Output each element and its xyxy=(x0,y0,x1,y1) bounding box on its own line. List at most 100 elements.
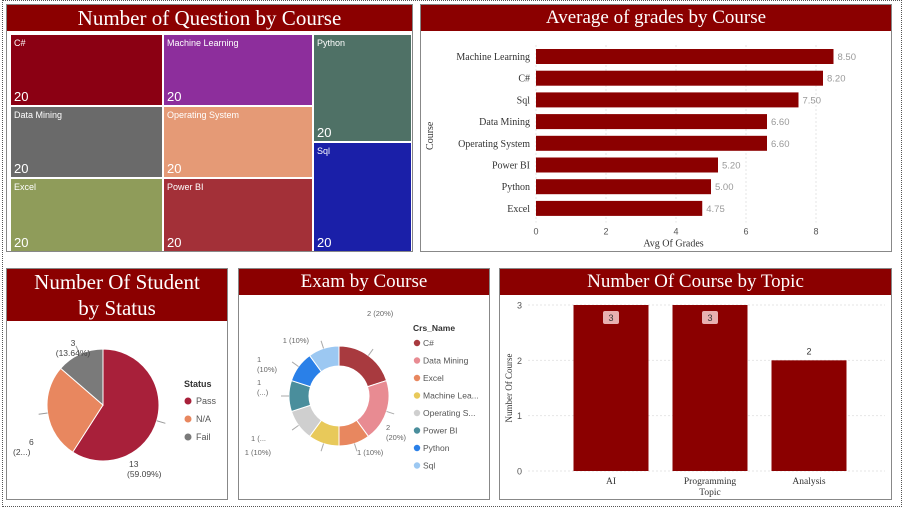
x-tick-label: 2 xyxy=(603,227,608,237)
data-label: 3 xyxy=(707,313,712,323)
y-axis-title: Course xyxy=(425,121,436,150)
treemap-cell-excel[interactable]: Excel 20 xyxy=(10,178,163,251)
legend-dot-python xyxy=(413,444,421,452)
leader-line xyxy=(353,443,358,452)
treemap-cell-value: 20 xyxy=(167,235,182,250)
legend-dot-operating-s xyxy=(413,409,421,417)
category-label: Machine Learning xyxy=(456,52,530,63)
bar-operating-system xyxy=(536,135,767,151)
legend-label-excel: Excel xyxy=(423,373,444,383)
leader-line xyxy=(156,420,166,424)
bar-machine-learning xyxy=(536,49,834,64)
legend-label-fail: Fail xyxy=(196,432,211,442)
leader-line xyxy=(320,340,325,349)
data-label: 5.00 xyxy=(715,182,734,193)
treemap-cell-python[interactable]: Python 20 xyxy=(313,34,412,142)
slice-label: 1 xyxy=(257,378,261,387)
category-label: Excel xyxy=(507,204,530,215)
exam-panel[interactable]: Exam by Course 2 (20%) 2 (20%) 1 (10%) 1 (10… xyxy=(238,268,490,500)
slice-label-pct: (...) xyxy=(257,388,269,397)
leader-line xyxy=(38,412,48,415)
bar-analysis xyxy=(771,360,847,471)
y-tick-label: 3 xyxy=(517,301,522,311)
category-label: Sql xyxy=(517,95,531,106)
legend-dot-excel xyxy=(413,374,421,382)
slice-label-pct: (2...) xyxy=(13,447,31,457)
data-label: 5.20 xyxy=(722,161,741,172)
leader-line xyxy=(386,410,395,415)
slice-label: 3 xyxy=(71,338,76,348)
legend-dot-n-a xyxy=(184,415,192,423)
y-tick-label: 2 xyxy=(517,356,522,366)
treemap-cell-label: C# xyxy=(14,38,26,48)
treemap-cell-value: 20 xyxy=(14,89,29,104)
data-label: 2 xyxy=(806,346,811,356)
y-tick-label: 0 xyxy=(517,467,522,477)
data-label: 8.20 xyxy=(827,74,846,85)
exam-title: Exam by Course xyxy=(239,269,489,295)
treemap-cell-value: 20 xyxy=(167,89,182,104)
treemap-cell-machine-learning[interactable]: Machine Learning 20 xyxy=(163,34,313,106)
slice-label-pct: (59.09%) xyxy=(127,469,162,479)
treemap-cell-label: Machine Learning xyxy=(167,38,239,48)
data-label: 8.50 xyxy=(838,52,857,63)
x-tick-label: 6 xyxy=(743,227,748,237)
status-title-line2: by Status xyxy=(78,296,156,320)
grades-panel[interactable]: Average of grades by Course 0 2 4 6 8 Machine… xyxy=(420,4,892,252)
legend-dot-power-bi xyxy=(413,427,421,434)
slice-label: 1 xyxy=(257,355,261,364)
treemap-cell-label: Python xyxy=(317,38,346,48)
legend-label-power-bi: Power BI xyxy=(423,426,458,436)
treemap-cell-value: 20 xyxy=(14,161,29,176)
category-label: Operating System xyxy=(458,139,530,150)
donut-slice-c xyxy=(338,345,388,388)
treemap-cell-c[interactable]: C# 20 xyxy=(10,34,163,106)
treemap-cell-value: 20 xyxy=(317,235,332,250)
y-tick-label: 1 xyxy=(517,411,522,421)
topic-chart: 0 1 2 3 Number Of Course 3 3 2 AI Programming Topi… xyxy=(504,301,885,498)
grades-title: Average of grades by Course xyxy=(421,5,891,31)
status-title: Number Of Student by Status xyxy=(7,269,227,321)
x-tick-label-analysis: Analysis xyxy=(792,477,826,487)
grades-chart: 0 2 4 6 8 Machine Learning 8.50 C# 8.20 Sql 7.50 Da… xyxy=(425,45,857,250)
treemap-cell-sql[interactable]: Sql 20 xyxy=(313,142,412,251)
legend-label-python: Python xyxy=(423,443,450,453)
treemap-cell-operating-system[interactable]: Operating System 20 xyxy=(163,106,313,178)
legend-dot-fail xyxy=(184,433,192,441)
bar-power-bi xyxy=(536,157,718,173)
treemap-panel[interactable]: Number of Question by Course C# 20 Machine… xyxy=(6,4,413,252)
x-tick-label-ai: AI xyxy=(606,477,616,487)
legend-title: Status xyxy=(184,379,212,389)
treemap-title: Number of Question by Course xyxy=(7,5,412,31)
legend-title: Crs_Name xyxy=(413,323,455,333)
bar-c xyxy=(536,70,823,86)
bar-ai xyxy=(573,305,649,471)
legend-label-n-a: N/A xyxy=(196,414,211,424)
exam-chart: 2 (20%)2(20%)1 (10%)1 (10%)1 (...1(...)1… xyxy=(245,309,479,471)
x-tick-label: 8 xyxy=(813,227,818,237)
category-label: Data Mining xyxy=(479,117,530,128)
treemap-cell-power-bi[interactable]: Power BI 20 xyxy=(163,178,313,251)
legend-label-c: C# xyxy=(423,338,434,348)
legend-dot-pass xyxy=(184,397,192,405)
data-label-bg xyxy=(603,311,619,324)
legend-label-pass: Pass xyxy=(196,396,217,406)
category-label: Power BI xyxy=(492,161,530,172)
topic-panel[interactable]: Number Of Course by Topic 0 1 2 3 Number Of … xyxy=(499,268,892,500)
data-label: 3 xyxy=(608,313,613,323)
status-panel[interactable]: Number Of Student by Status 13 (59.09%) 6(… xyxy=(6,268,228,500)
bar-programming-topic xyxy=(672,305,748,471)
legend-dot-c xyxy=(413,339,421,347)
leader-line xyxy=(367,348,374,356)
treemap-cell-label: Operating System xyxy=(167,110,240,120)
leader-line xyxy=(291,424,299,431)
slice-label: 1 (10%) xyxy=(283,336,310,345)
data-label-bg xyxy=(702,311,718,324)
category-label: Python xyxy=(502,182,530,193)
slice-label: 6 xyxy=(29,437,34,447)
leader-line xyxy=(291,361,299,368)
treemap-area: C# 20 Machine Learning 20 Python 20 Data Minin… xyxy=(10,34,412,251)
treemap-cell-data-mining[interactable]: Data Mining 20 xyxy=(10,106,163,178)
legend-label-machine-lea: Machine Lea... xyxy=(423,391,479,401)
